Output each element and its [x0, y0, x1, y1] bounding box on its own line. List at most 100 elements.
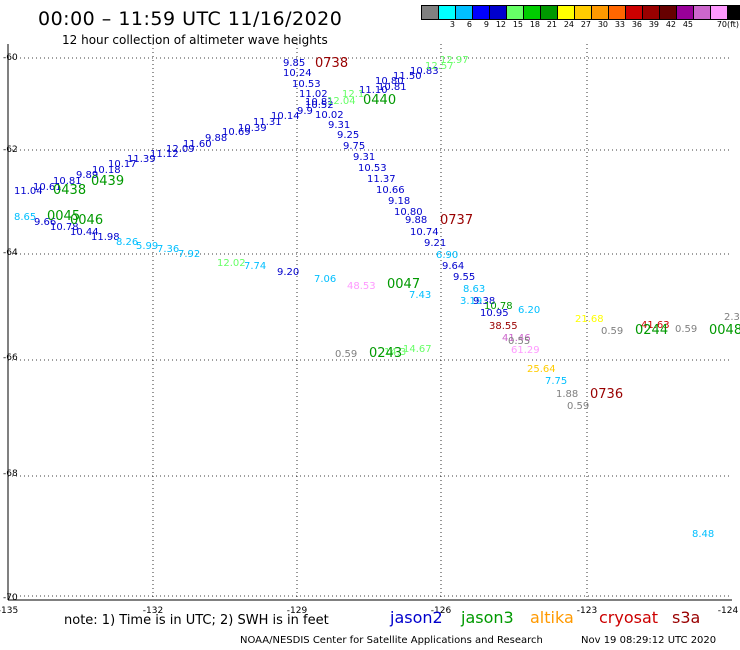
lat-tick-label: -68 [3, 469, 18, 479]
pass-time-label: 0046 [70, 213, 103, 228]
lon-tick-label: -123 [577, 606, 597, 616]
wave-height-label: 9.66 [34, 217, 56, 228]
legend-swatch [439, 6, 456, 19]
wave-height-label: 10.53 [292, 79, 321, 90]
wave-height-label: 10.80 [394, 207, 423, 218]
wave-height-label: 8.48 [692, 529, 714, 540]
legend-tick-label: 18 [529, 20, 540, 29]
legend-tick-label: 36 [631, 20, 642, 29]
pass-time-label: 0439 [91, 174, 124, 189]
wave-height-label: 6.20 [518, 305, 540, 316]
lon-tick-label: -132 [143, 606, 163, 616]
legend-swatch [677, 6, 694, 19]
wave-height-label: 10.02 [315, 110, 344, 121]
wave-height-label: 9.31 [328, 120, 350, 131]
wave-height-label: 12.1 [342, 89, 364, 100]
wave-height-label: 10.61 [33, 182, 62, 193]
wave-height-label: 11.39 [127, 154, 156, 165]
pass-time-label: 0440 [363, 93, 396, 108]
satellite-name: s3a [672, 608, 701, 627]
lat-tick-label: -64 [3, 248, 18, 258]
wave-height-label: 0.59 [567, 401, 589, 412]
pass-time-label: 0045 [47, 209, 80, 224]
legend-tick-label: 9 [483, 20, 489, 29]
wave-height-label: 7.06 [314, 274, 336, 285]
legend-tick-label: 30 [597, 20, 608, 29]
legend-swatch [473, 6, 490, 19]
legend-tick-label: 6 [466, 20, 472, 29]
wave-height-label: 9.88 [205, 133, 227, 144]
lon-tick-label: -124 [718, 606, 739, 616]
wave-height-label: 0.59 [675, 324, 697, 335]
wave-height-label: 8.26 [116, 237, 138, 248]
wave-height-label: 10.74 [410, 227, 439, 238]
satellite-name: jason3 [461, 608, 514, 627]
wave-height-label: 11.60 [183, 139, 212, 150]
legend-unit: (ft) [727, 20, 740, 29]
wave-height-label: 2.3 [724, 312, 740, 323]
wave-height-label: 10.17 [108, 159, 137, 170]
wave-height-label: 10.80 [375, 76, 404, 87]
color-legend: 3 6 9 12 15 18 21 24 27 30 33 36 39 42 45 70 (ft) [421, 5, 740, 29]
wave-height-label: 12.09 [166, 144, 195, 155]
lon-tick-label: -126 [431, 606, 452, 616]
legend-swatch [490, 6, 507, 19]
satellite-name: cryosat [599, 608, 659, 627]
satellite-name: altika [530, 608, 574, 627]
lat-tick-label: -66 [3, 353, 18, 363]
wave-height-label: 11.98 [91, 232, 120, 243]
wave-height-label: 10.53 [358, 163, 387, 174]
legend-swatch [524, 6, 541, 19]
wave-height-label: 12.57 [425, 61, 454, 72]
legend-swatch [609, 6, 626, 19]
lat-tick-label: -60 [3, 53, 18, 63]
wave-height-label: 12.04 [327, 96, 356, 107]
wave-height-label: 12.02 [217, 258, 246, 269]
wave-height-label: 41.46 [502, 333, 531, 344]
legend-swatch [541, 6, 558, 19]
wave-height-label: 7.36 [157, 244, 179, 255]
wave-height-label: 38.55 [489, 321, 518, 332]
pass-time-label: 0048 [709, 323, 740, 338]
legend-tick-label: 42 [665, 20, 676, 29]
legend-swatch [643, 6, 660, 19]
legend-tick-label: 24 [563, 20, 574, 29]
wave-height-label: 0.55 [508, 336, 530, 347]
wave-height-label: 9.75 [343, 141, 365, 152]
lat-tick-label: -62 [3, 145, 18, 155]
legend-swatch [711, 6, 728, 19]
lat-tick-label: -70 [3, 593, 18, 603]
wave-height-label: 9.55 [453, 272, 475, 283]
pass-time-label: 0736 [590, 387, 623, 402]
wave-height-label: 10.81 [53, 176, 82, 187]
wave-height-label: 10.81 [305, 97, 334, 108]
wave-height-label: 10.69 [222, 127, 251, 138]
wave-height-label: 9.89 [76, 170, 98, 181]
wave-height-label: 61.29 [511, 345, 540, 356]
page-subtitle: 12 hour collection of altimeter wave hei… [62, 33, 328, 47]
lon-tick-label: -135 [0, 606, 18, 616]
wave-height-label: 9.85 [283, 58, 305, 69]
wave-height-label: 10.18 [92, 165, 121, 176]
wave-height-label: 10.52 [305, 100, 334, 111]
wave-height-label: 11.31 [253, 117, 282, 128]
wave-height-label: 7.92 [178, 249, 200, 260]
wave-height-label: 1.88 [556, 389, 578, 400]
legend-ticks: 3 6 9 12 15 18 21 24 27 30 33 36 39 42 45 70 [421, 20, 740, 29]
wave-height-label: 11.50 [393, 71, 422, 82]
wave-height-label: 7.74 [244, 261, 266, 272]
legend-tick-label: 39 [648, 20, 659, 29]
wave-height-label: 10.66 [376, 185, 405, 196]
wave-height-label: 9.21 [424, 238, 446, 249]
wave-height-label: 10.95 [480, 308, 509, 319]
wave-height-label: 5.99 [136, 241, 158, 252]
wave-height-label: 10.14 [271, 111, 300, 122]
wave-height-label: 12.97 [440, 55, 469, 66]
pass-time-label: 0243 [369, 346, 402, 361]
legend-tick-label: 27 [580, 20, 591, 29]
pass-time-label: 0047 [387, 277, 420, 292]
wave-height-label: 14.67 [403, 344, 432, 355]
legend-tick-label: 3 [449, 20, 455, 29]
wave-height-label: 6.90 [436, 250, 458, 261]
legend-tick-label: 15 [512, 20, 523, 29]
